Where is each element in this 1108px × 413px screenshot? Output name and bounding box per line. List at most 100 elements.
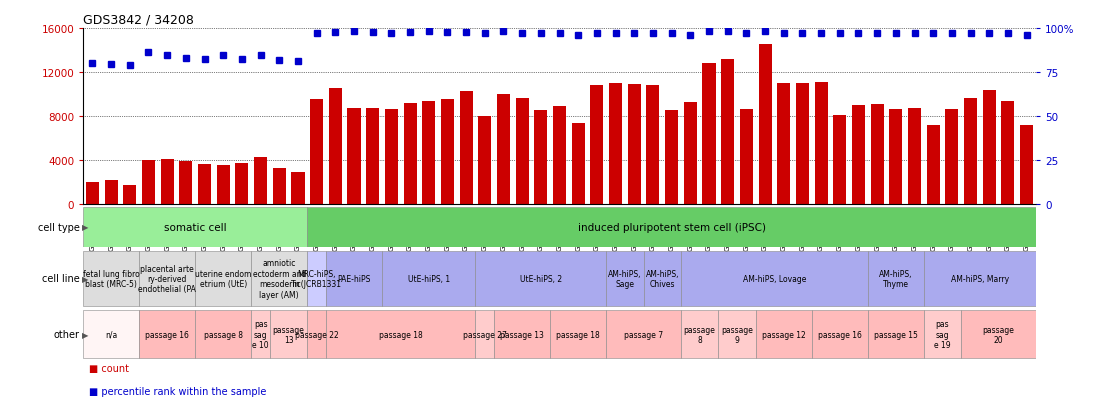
- Bar: [291, 173, 305, 204]
- Bar: [926, 126, 940, 204]
- Text: passage
20: passage 20: [983, 325, 1015, 344]
- Text: AM-hiPS,
Thyme: AM-hiPS, Thyme: [879, 269, 913, 288]
- Text: amniotic
ectoderm and
mesoderm
layer (AM): amniotic ectoderm and mesoderm layer (AM…: [253, 259, 306, 299]
- Text: passage 16: passage 16: [145, 330, 189, 339]
- Bar: [665, 111, 678, 204]
- Text: AM-hiPS, Lovage: AM-hiPS, Lovage: [742, 274, 807, 283]
- FancyBboxPatch shape: [681, 251, 868, 306]
- FancyBboxPatch shape: [868, 311, 924, 358]
- FancyBboxPatch shape: [962, 311, 1036, 358]
- Text: UtE-hiPS, 1: UtE-hiPS, 1: [408, 274, 450, 283]
- FancyBboxPatch shape: [307, 207, 1036, 247]
- Text: passage 8: passage 8: [204, 330, 243, 339]
- Bar: [964, 99, 977, 204]
- FancyBboxPatch shape: [606, 251, 644, 306]
- Bar: [628, 85, 640, 204]
- FancyBboxPatch shape: [252, 251, 307, 306]
- Text: pas
sag
e 10: pas sag e 10: [253, 320, 269, 349]
- Bar: [833, 116, 847, 204]
- FancyBboxPatch shape: [924, 251, 1036, 306]
- FancyBboxPatch shape: [868, 251, 924, 306]
- Bar: [646, 86, 659, 204]
- FancyBboxPatch shape: [644, 251, 681, 306]
- Text: passage 15: passage 15: [874, 330, 917, 339]
- FancyBboxPatch shape: [252, 311, 270, 358]
- Text: uterine endom
etrium (UtE): uterine endom etrium (UtE): [195, 269, 252, 288]
- Bar: [123, 186, 136, 204]
- Text: pas
sag
e 19: pas sag e 19: [934, 320, 951, 349]
- Text: passage 27: passage 27: [463, 330, 506, 339]
- Bar: [534, 111, 547, 204]
- Text: cell line: cell line: [42, 274, 80, 284]
- FancyBboxPatch shape: [270, 311, 307, 358]
- Bar: [759, 45, 771, 204]
- Bar: [945, 110, 958, 204]
- Bar: [609, 84, 622, 204]
- Bar: [479, 116, 491, 204]
- Bar: [796, 84, 809, 204]
- Text: ■ count: ■ count: [89, 363, 129, 373]
- Bar: [86, 183, 99, 204]
- FancyBboxPatch shape: [812, 311, 868, 358]
- Text: n/a: n/a: [105, 330, 117, 339]
- Bar: [217, 166, 229, 204]
- FancyBboxPatch shape: [606, 311, 681, 358]
- FancyBboxPatch shape: [307, 251, 326, 306]
- Bar: [104, 180, 117, 204]
- FancyBboxPatch shape: [140, 311, 195, 358]
- Text: ▶: ▶: [82, 330, 89, 339]
- FancyBboxPatch shape: [195, 251, 252, 306]
- Text: AM-hiPS, Marry: AM-hiPS, Marry: [951, 274, 1009, 283]
- Bar: [348, 109, 360, 204]
- Bar: [179, 161, 193, 204]
- FancyBboxPatch shape: [83, 251, 140, 306]
- Bar: [572, 123, 585, 204]
- Bar: [441, 100, 454, 204]
- Text: PAE-hiPS: PAE-hiPS: [337, 274, 371, 283]
- Bar: [890, 110, 902, 204]
- Text: GDS3842 / 34208: GDS3842 / 34208: [83, 13, 194, 26]
- Bar: [852, 106, 865, 204]
- Bar: [384, 110, 398, 204]
- Text: passage 12: passage 12: [762, 330, 806, 339]
- Bar: [310, 100, 324, 204]
- Bar: [1020, 126, 1033, 204]
- FancyBboxPatch shape: [83, 207, 307, 247]
- Bar: [684, 102, 697, 204]
- Text: AM-hiPS,
Sage: AM-hiPS, Sage: [608, 269, 642, 288]
- Text: UtE-hiPS, 2: UtE-hiPS, 2: [520, 274, 562, 283]
- Bar: [254, 157, 267, 204]
- Bar: [871, 104, 884, 204]
- Text: passage
13: passage 13: [273, 325, 305, 344]
- Text: other: other: [54, 330, 80, 339]
- Text: passage 16: passage 16: [818, 330, 862, 339]
- Text: passage 18: passage 18: [379, 330, 422, 339]
- Bar: [777, 84, 790, 204]
- Bar: [721, 59, 735, 204]
- Bar: [497, 95, 510, 204]
- FancyBboxPatch shape: [718, 311, 756, 358]
- FancyBboxPatch shape: [551, 311, 606, 358]
- Text: somatic cell: somatic cell: [164, 222, 226, 232]
- Text: ■ percentile rank within the sample: ■ percentile rank within the sample: [89, 386, 266, 396]
- Text: ▶: ▶: [82, 274, 89, 283]
- FancyBboxPatch shape: [494, 311, 551, 358]
- Bar: [235, 164, 248, 204]
- FancyBboxPatch shape: [475, 311, 494, 358]
- Bar: [273, 168, 286, 204]
- FancyBboxPatch shape: [756, 311, 812, 358]
- Text: placental arte
ry-derived
endothelial (PA: placental arte ry-derived endothelial (P…: [138, 264, 196, 294]
- Bar: [983, 90, 996, 204]
- Text: passage 13: passage 13: [500, 330, 544, 339]
- Bar: [515, 99, 529, 204]
- FancyBboxPatch shape: [326, 311, 475, 358]
- Bar: [422, 101, 435, 204]
- Bar: [591, 86, 604, 204]
- Bar: [460, 91, 473, 204]
- FancyBboxPatch shape: [307, 311, 326, 358]
- Bar: [142, 161, 155, 204]
- Text: passage 18: passage 18: [556, 330, 601, 339]
- Bar: [198, 165, 212, 204]
- FancyBboxPatch shape: [140, 251, 195, 306]
- Bar: [403, 104, 417, 204]
